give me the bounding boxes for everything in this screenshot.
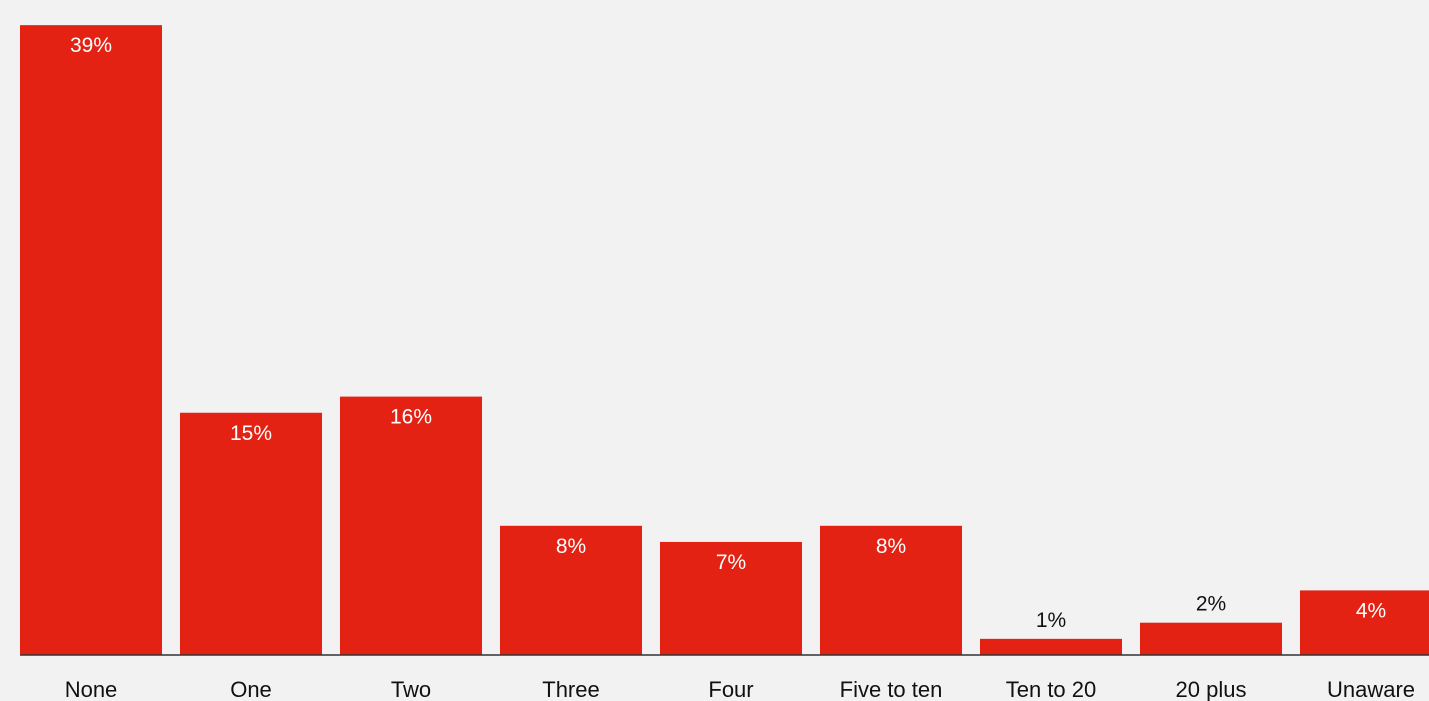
value-label-7: 2% — [1196, 593, 1226, 616]
value-labels-group: 39% 15% 16% 8% 7% 8% 1% 2% 4% — [70, 34, 1386, 632]
bar-6 — [980, 638, 1122, 655]
category-label-4: Four — [708, 677, 753, 701]
value-label-5: 8% — [876, 535, 906, 558]
value-label-3: 8% — [556, 535, 586, 558]
category-label-8: Unaware — [1327, 677, 1415, 701]
bar-3 — [500, 525, 642, 655]
bars-group — [20, 25, 1429, 655]
bar-7 — [1140, 622, 1282, 655]
value-label-1: 15% — [230, 422, 272, 445]
bar-4 — [660, 541, 802, 655]
value-label-4: 7% — [716, 551, 746, 574]
value-label-8: 4% — [1356, 599, 1386, 622]
category-labels-group: None One Two Three Four Five to ten Ten to 20 2… — [65, 677, 1415, 701]
category-label-5: Five to ten — [840, 677, 943, 701]
category-label-3: Three — [542, 677, 599, 701]
value-label-0: 39% — [70, 34, 112, 57]
bar-2 — [340, 396, 482, 655]
bar-5 — [820, 525, 962, 655]
category-label-6: Ten to 20 — [1006, 677, 1097, 701]
bar-8 — [1300, 590, 1429, 655]
category-label-1: One — [230, 677, 272, 701]
bar-0 — [20, 25, 162, 655]
value-label-6: 1% — [1036, 609, 1066, 632]
value-label-2: 16% — [390, 406, 432, 429]
category-label-0: None — [65, 677, 118, 701]
category-label-7: 20 plus — [1176, 677, 1247, 701]
bar-1 — [180, 412, 322, 655]
category-label-2: Two — [391, 677, 431, 701]
